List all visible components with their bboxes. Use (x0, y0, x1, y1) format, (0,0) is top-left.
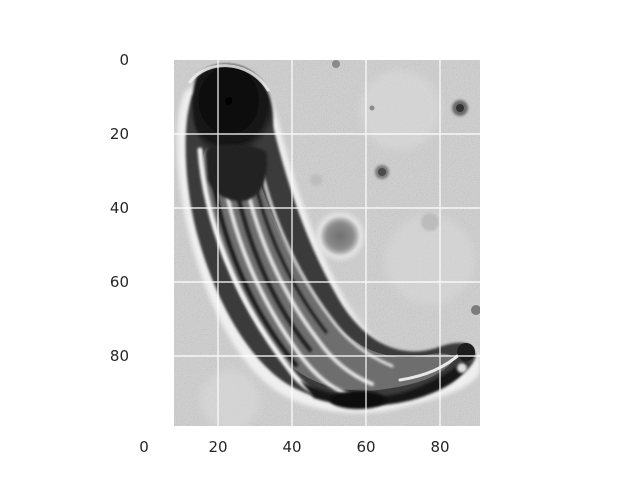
y-tick-label: 0 (119, 51, 129, 69)
x-tick-label: 20 (208, 438, 227, 456)
micrograph-image (174, 60, 480, 426)
grid (174, 60, 480, 426)
y-tick-label: 60 (110, 273, 129, 291)
x-axis-ticks: 0 20 40 60 80 (139, 438, 449, 456)
y-tick-label: 40 (110, 199, 129, 217)
y-axis-ticks: 0 20 40 60 80 (110, 51, 129, 365)
x-tick-label: 80 (430, 438, 449, 456)
x-tick-label: 40 (282, 438, 301, 456)
y-tick-label: 20 (110, 125, 129, 143)
x-tick-label: 0 (139, 438, 149, 456)
x-tick-label: 60 (356, 438, 375, 456)
y-tick-label: 80 (110, 347, 129, 365)
